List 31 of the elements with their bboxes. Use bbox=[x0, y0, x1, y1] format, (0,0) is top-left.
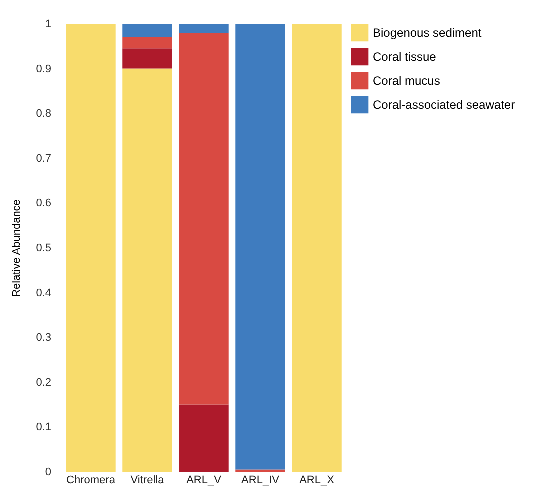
x-tick-label: ARL_IV bbox=[242, 474, 280, 486]
legend-label: Coral-associated seawater bbox=[373, 98, 516, 112]
y-tick-label: 0.4 bbox=[36, 287, 52, 300]
bar bbox=[236, 24, 286, 470]
bar bbox=[292, 24, 342, 472]
x-tick-label: ARL_V bbox=[186, 474, 222, 486]
y-tick-label: 0.5 bbox=[36, 242, 52, 254]
y-tick-label: 0.2 bbox=[36, 376, 52, 389]
y-tick-label: 0.1 bbox=[36, 422, 52, 434]
bar bbox=[179, 32, 229, 405]
x-tick-label: ARL_X bbox=[300, 474, 336, 486]
legend-label: Biogenous sediment bbox=[373, 26, 482, 40]
bar bbox=[122, 24, 172, 38]
bar bbox=[122, 37, 172, 49]
y-axis-title: Relative Abundance bbox=[11, 200, 24, 298]
x-tick-label: Chromera bbox=[66, 474, 116, 486]
y-tick-label: 0.7 bbox=[36, 152, 52, 165]
y-tick-label: 0.8 bbox=[36, 108, 52, 120]
bar bbox=[122, 48, 172, 69]
bar bbox=[179, 24, 229, 33]
y-tick-label: 0.6 bbox=[36, 198, 52, 210]
bar bbox=[122, 68, 172, 472]
y-tick-label: 1 bbox=[45, 18, 52, 30]
y-tick-label: 0 bbox=[45, 466, 52, 478]
bar bbox=[66, 24, 116, 472]
bar bbox=[179, 404, 229, 472]
y-tick-label: 0.3 bbox=[36, 332, 52, 344]
y-tick-label: 0.9 bbox=[36, 63, 52, 76]
x-tick-label: Vitrella bbox=[130, 474, 166, 486]
legend-label: Coral tissue bbox=[373, 50, 437, 64]
legend-label: Coral mucus bbox=[373, 74, 440, 88]
